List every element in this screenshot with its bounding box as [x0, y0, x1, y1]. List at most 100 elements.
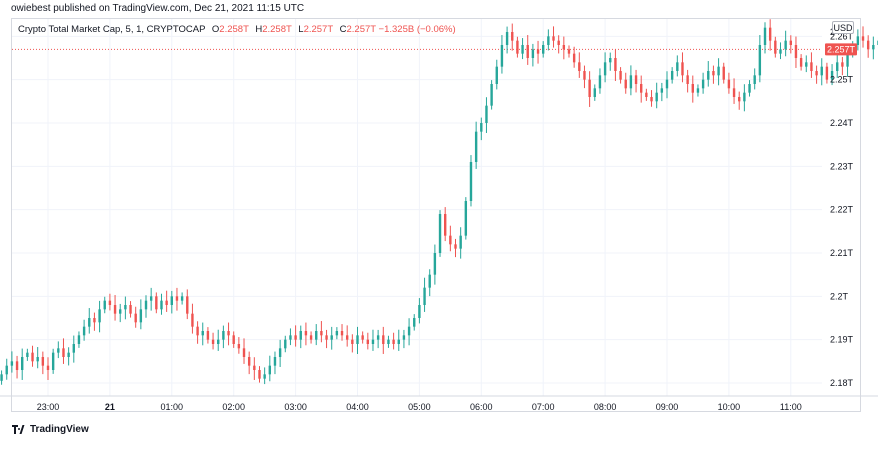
candle-body — [619, 71, 622, 80]
candle-body — [41, 357, 45, 366]
price-tick-label: 2.18T — [830, 378, 854, 388]
candle-body — [640, 84, 643, 93]
candle-body — [856, 36, 860, 45]
candle-body — [505, 32, 509, 45]
candle-body — [129, 305, 132, 314]
candle-body — [273, 357, 277, 366]
low-value: 2.257T — [303, 24, 333, 35]
candle-body — [72, 344, 75, 353]
candle-body — [614, 58, 617, 71]
candle-body — [0, 374, 3, 381]
candle-body — [872, 45, 875, 50]
candle-body — [464, 201, 468, 236]
candle-body — [67, 352, 70, 357]
candle-body — [727, 79, 731, 89]
candle-body — [485, 105, 488, 123]
candle-body — [371, 339, 375, 344]
time-tick-label: 06:00 — [470, 402, 493, 412]
candle-body — [345, 335, 349, 340]
candle-body — [376, 335, 380, 340]
price-tick-label: 2.19T — [830, 335, 854, 345]
candle-body — [438, 214, 442, 253]
change-value: −1.325B (−0.06%) — [378, 24, 456, 35]
price-tick-label: 2.24T — [830, 118, 854, 128]
candle-body — [351, 339, 354, 344]
candle-body — [701, 79, 705, 89]
time-tick-label: 01:00 — [161, 402, 184, 412]
candle-body — [861, 36, 865, 41]
candle-body — [774, 40, 777, 54]
candle-body — [278, 348, 282, 357]
candle-body — [170, 296, 173, 305]
candle-body — [356, 335, 359, 344]
candle-body — [836, 62, 839, 71]
candle-body — [227, 331, 230, 336]
candle-body — [294, 335, 297, 340]
last-price-badge — [825, 43, 857, 56]
candle-body — [258, 370, 261, 379]
candle-body — [722, 66, 725, 80]
candle-body — [309, 335, 313, 340]
candle-body — [748, 84, 751, 93]
candle-body — [866, 40, 870, 50]
candle-body — [134, 313, 137, 323]
candle-body — [103, 300, 106, 310]
candle-body — [480, 123, 483, 132]
candle-body — [815, 71, 818, 76]
candle-body — [418, 305, 421, 318]
last-price-label: 2.257T — [827, 44, 856, 54]
candle-body — [325, 335, 328, 340]
candle-body — [268, 365, 272, 375]
price-tick-label: 2.2T — [830, 291, 849, 301]
candle-body — [397, 339, 400, 344]
candle-body — [830, 71, 834, 80]
price-axis: 2.26T 2.25T 2.24T 2.23T 2.22T 2.21T 2.2T 2.19T 2… — [830, 27, 854, 388]
candle-body — [211, 339, 215, 344]
candle-body — [289, 335, 292, 340]
candle-body — [77, 335, 81, 344]
currency-button[interactable]: USD — [832, 21, 854, 34]
candle-body — [242, 348, 246, 357]
candle-body — [686, 75, 689, 84]
candle-body — [46, 365, 50, 370]
candle-body — [428, 274, 431, 288]
time-tick-label: 10:00 — [718, 402, 741, 412]
symbol-legend[interactable]: Crypto Total Market Cap, 5, 1, CRYPTOCAP… — [18, 24, 456, 35]
time-tick-label: 05:00 — [408, 402, 431, 412]
candle-body — [629, 75, 633, 89]
candle-body — [206, 331, 210, 340]
candle-body — [779, 49, 782, 54]
candle-body — [758, 45, 762, 76]
candle-body — [82, 326, 86, 336]
candle-body — [588, 79, 591, 97]
price-tick-label: 2.25T — [830, 75, 854, 85]
candle-body — [743, 92, 746, 102]
candle-body — [789, 40, 792, 45]
candle-body — [21, 357, 24, 370]
candle-body — [500, 45, 504, 67]
candle-body — [516, 40, 519, 54]
candle-body — [253, 365, 256, 370]
tradingview-logo[interactable]: TradingView — [12, 424, 89, 435]
open-value: 2.258T — [219, 24, 249, 35]
low-label: L — [298, 24, 304, 35]
candle-body — [768, 27, 772, 41]
candle-body — [738, 97, 741, 102]
candle-body — [691, 84, 694, 93]
close-label: C — [339, 24, 347, 35]
high-value: 2.258T — [262, 24, 292, 35]
candles — [0, 19, 878, 385]
candle-body — [805, 62, 808, 67]
candle-body — [810, 62, 813, 71]
candle-body — [572, 53, 576, 63]
price-tick-label: 2.23T — [830, 161, 854, 171]
candle-body — [825, 66, 829, 80]
candle-body — [217, 339, 220, 344]
candle-body — [191, 313, 194, 327]
candle-body — [402, 335, 406, 340]
candle-body — [407, 326, 411, 336]
candle-body — [119, 309, 122, 314]
candle-body — [536, 49, 540, 54]
time-axis: 23:00 21 01:00 02:00 03:00 04:00 05:00 06:00 07:… — [0, 395, 878, 412]
